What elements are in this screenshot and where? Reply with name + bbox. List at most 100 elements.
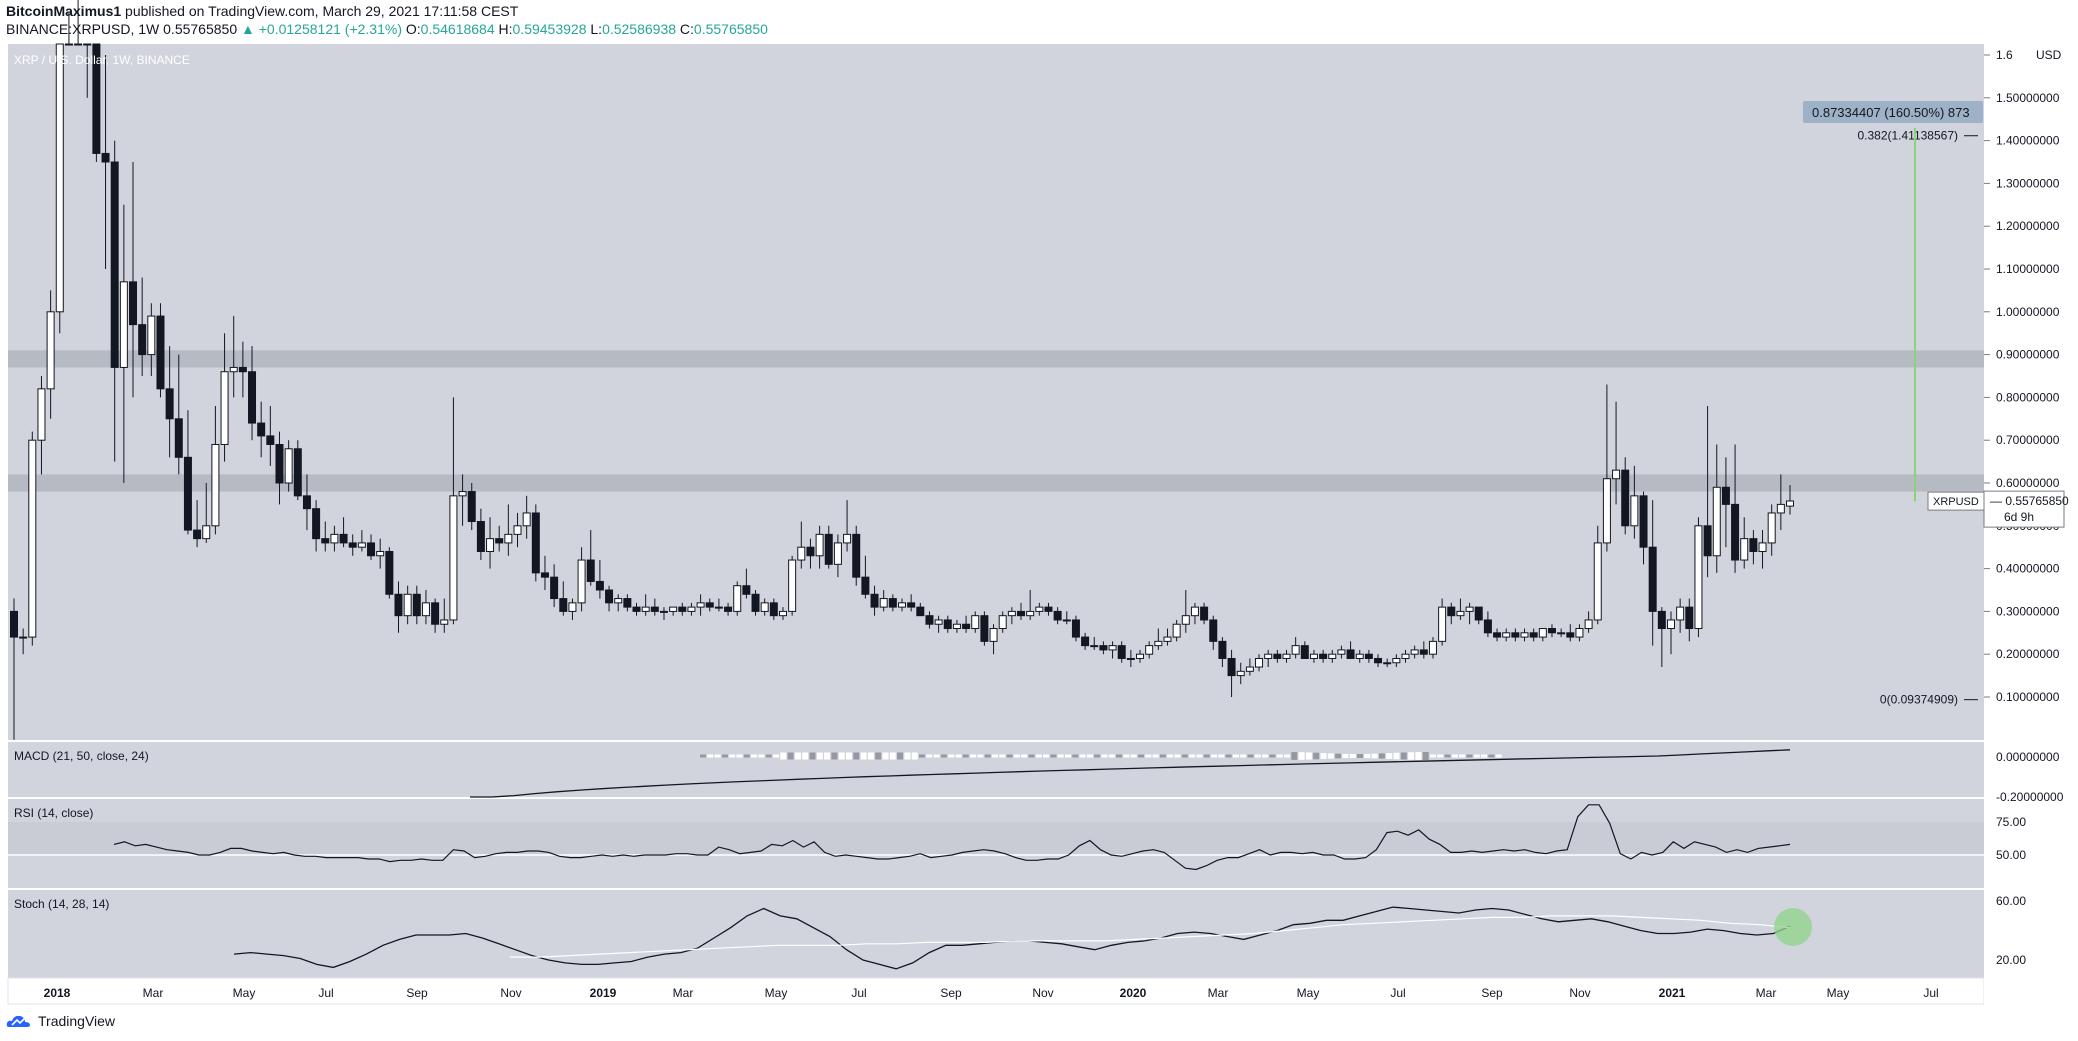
macd-histogram-bar xyxy=(882,752,889,760)
candle-body xyxy=(659,610,668,613)
stoch-pane xyxy=(8,890,1984,978)
candle-body xyxy=(110,161,119,368)
candle-body xyxy=(980,615,989,642)
macd-histogram-bar xyxy=(1086,754,1093,758)
macd-histogram-bar xyxy=(1130,754,1137,758)
candle-body xyxy=(1630,495,1639,527)
candle-body xyxy=(1547,628,1556,634)
candle-body xyxy=(1712,486,1721,557)
macd-histogram-bar xyxy=(787,752,794,760)
macd-histogram-bar xyxy=(816,752,823,760)
macd-histogram-bar xyxy=(1174,754,1181,758)
candle-body xyxy=(1657,610,1666,630)
candle-body xyxy=(1136,653,1145,659)
macd-histogram-bar xyxy=(1101,754,1108,758)
close-label: C: xyxy=(679,21,694,37)
macd-histogram-bar xyxy=(1189,754,1196,758)
macd-histogram-bar xyxy=(1218,754,1225,758)
last-price-symbol: XRPUSD xyxy=(1933,496,1979,508)
candle-body xyxy=(1309,653,1318,659)
macd-histogram-bar xyxy=(1430,754,1436,758)
macd-histogram-bar xyxy=(1357,753,1363,759)
candle-body xyxy=(28,439,37,638)
macd-histogram-bar xyxy=(1444,754,1451,758)
macd-histogram-bar xyxy=(919,754,925,758)
candle-body xyxy=(1703,525,1712,557)
time-tick-label: Nov xyxy=(1032,986,1053,1000)
time-tick-label: 2018 xyxy=(44,986,71,1000)
tradingview-brand[interactable]: TradingView xyxy=(38,1013,116,1029)
candle-body xyxy=(238,366,247,373)
candle-body xyxy=(1538,628,1547,638)
candle-body xyxy=(1145,645,1154,655)
candle-body xyxy=(211,443,220,527)
macd-histogram-bar xyxy=(1079,754,1086,758)
candle-body xyxy=(1557,632,1566,635)
candle-body xyxy=(815,533,824,557)
candle-body xyxy=(687,606,696,612)
macd-histogram-bar xyxy=(1473,754,1480,758)
macd-line xyxy=(470,749,1791,798)
candle-body xyxy=(952,623,961,630)
candle-body xyxy=(394,593,403,617)
candle-body xyxy=(1364,653,1373,659)
candle-body xyxy=(10,610,18,638)
candle-body xyxy=(1566,632,1575,638)
macd-histogram-bar xyxy=(1021,754,1028,758)
macd-histogram-bar xyxy=(838,752,845,760)
candle-body xyxy=(1621,469,1630,527)
candle-body xyxy=(550,576,559,600)
candle-body xyxy=(1767,512,1776,544)
macd-histogram-bar xyxy=(773,754,779,758)
macd-histogram-bar xyxy=(1159,754,1166,758)
candle-body xyxy=(1181,615,1190,625)
author-name[interactable]: BitcoinMaximus1 xyxy=(6,3,122,19)
candle-body xyxy=(989,628,998,642)
macd-histogram-bar xyxy=(1488,754,1495,758)
open-value: 0.54618684 xyxy=(420,21,495,37)
macd-histogram-bar xyxy=(1225,754,1232,758)
candle-body xyxy=(1520,632,1529,638)
candle-body xyxy=(193,529,202,540)
macd-histogram-bar xyxy=(1327,753,1334,759)
candle-body xyxy=(1602,478,1611,544)
macd-histogram-bar xyxy=(904,752,911,760)
macd-histogram-bar xyxy=(1065,754,1071,758)
candle-body xyxy=(1593,542,1602,621)
candle-body xyxy=(879,598,888,608)
candle-body xyxy=(440,619,449,625)
candle-body xyxy=(641,606,650,612)
macd-histogram-bar xyxy=(1481,754,1488,758)
candle-body xyxy=(1218,640,1227,659)
time-tick-label: 2020 xyxy=(1120,986,1147,1000)
macd-histogram-bar xyxy=(1211,754,1217,758)
tradingview-cloud-icon xyxy=(6,1015,30,1027)
price-tick-label: 1.00000000 xyxy=(1996,305,2060,319)
candle-body xyxy=(467,491,476,523)
candle-body xyxy=(1419,649,1428,655)
candle-body xyxy=(1410,649,1419,655)
macd-histogram-bar xyxy=(853,752,860,760)
low-label: L: xyxy=(590,21,603,37)
price-tick-label: 0.90000000 xyxy=(1996,348,2060,362)
last-price: 0.55765850 xyxy=(163,21,238,37)
candle-body xyxy=(174,418,183,458)
rsi-tick-label: 75.00 xyxy=(1996,815,2026,829)
candle-body xyxy=(339,533,348,544)
candle-body xyxy=(678,606,687,612)
price-tick-label: 1.50000000 xyxy=(1996,91,2060,105)
macd-histogram-bar xyxy=(889,752,896,760)
candle-body xyxy=(522,512,531,527)
time-tick-label: May xyxy=(765,986,788,1000)
candle-body xyxy=(1227,657,1236,677)
stoch-highlight-circle xyxy=(1774,908,1812,946)
macd-histogram-bar xyxy=(1240,754,1247,758)
candle-body xyxy=(1786,500,1794,507)
macd-histogram-bar xyxy=(765,754,772,758)
measure-label-bg xyxy=(1803,101,1983,123)
candle-body xyxy=(614,598,623,604)
candle-body xyxy=(852,533,861,578)
candle-body xyxy=(1749,538,1758,552)
macd-histogram-bar xyxy=(1371,753,1378,759)
